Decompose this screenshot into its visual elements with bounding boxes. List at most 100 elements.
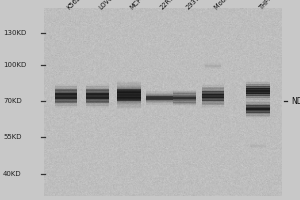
Bar <box>117 101 141 102</box>
Bar <box>146 102 172 103</box>
Bar <box>55 98 77 99</box>
Bar <box>86 89 109 91</box>
Bar <box>173 96 196 97</box>
Bar <box>202 100 224 101</box>
Bar <box>246 100 270 101</box>
Bar <box>117 88 141 89</box>
Bar <box>86 90 109 91</box>
Text: THP-1: THP-1 <box>258 0 276 10</box>
Bar <box>86 94 109 95</box>
Bar <box>146 99 172 100</box>
Bar <box>55 88 77 89</box>
Bar <box>246 86 270 87</box>
Bar <box>86 92 109 93</box>
Bar <box>55 84 77 85</box>
Bar <box>86 86 109 87</box>
Bar <box>55 93 77 94</box>
Bar <box>86 105 109 106</box>
Bar <box>202 84 224 86</box>
Bar <box>44 8 282 196</box>
Bar <box>117 100 141 101</box>
Bar <box>246 95 270 96</box>
Bar <box>117 98 141 100</box>
Bar <box>202 103 224 104</box>
Bar <box>205 65 221 66</box>
Bar <box>202 87 224 89</box>
Bar <box>246 102 270 103</box>
Bar <box>86 84 109 85</box>
Bar <box>86 101 109 102</box>
Bar <box>55 106 77 107</box>
Bar <box>173 98 196 99</box>
Bar <box>202 91 224 92</box>
Bar <box>250 148 266 149</box>
Bar <box>173 103 196 104</box>
Bar <box>55 96 77 97</box>
Bar <box>246 101 270 102</box>
Bar <box>250 145 266 146</box>
Bar <box>173 95 196 96</box>
Bar <box>146 97 172 98</box>
Bar <box>86 93 109 95</box>
Bar <box>117 94 141 95</box>
Bar <box>173 92 196 93</box>
Text: 70KD: 70KD <box>3 98 22 104</box>
Bar <box>86 89 109 90</box>
Bar <box>205 64 221 65</box>
Bar <box>86 98 109 99</box>
Bar <box>86 105 109 106</box>
Bar <box>246 103 270 104</box>
Bar <box>146 97 172 98</box>
Bar <box>246 99 270 100</box>
Bar <box>250 148 266 149</box>
Bar <box>146 92 172 93</box>
Bar <box>246 93 270 94</box>
Bar <box>173 92 196 93</box>
Bar <box>202 91 224 92</box>
Bar <box>246 109 270 110</box>
Bar <box>246 116 270 117</box>
Bar <box>146 91 172 92</box>
Bar <box>173 101 196 102</box>
Bar <box>173 91 196 92</box>
Bar <box>250 144 266 145</box>
Bar <box>246 93 270 94</box>
Text: K562: K562 <box>66 0 82 10</box>
Bar <box>246 112 270 113</box>
Bar <box>246 97 270 98</box>
Bar <box>250 143 266 144</box>
Bar <box>173 104 196 105</box>
Bar <box>202 90 224 91</box>
Bar <box>173 93 196 94</box>
Bar <box>246 108 270 109</box>
Bar <box>146 98 172 99</box>
Bar <box>86 86 109 87</box>
Bar <box>246 91 270 92</box>
Bar <box>246 89 270 90</box>
Bar <box>117 103 141 104</box>
Bar <box>246 81 270 82</box>
Bar <box>55 105 77 106</box>
Bar <box>117 91 141 93</box>
Bar <box>146 94 172 95</box>
Text: LOVO: LOVO <box>98 0 115 10</box>
Bar <box>146 98 172 99</box>
Bar <box>246 106 270 107</box>
Bar <box>55 89 77 90</box>
Bar <box>246 105 270 106</box>
Bar <box>246 82 270 83</box>
Bar <box>202 97 224 98</box>
Bar <box>146 99 172 100</box>
Bar <box>86 97 109 98</box>
Bar <box>117 97 141 98</box>
Bar <box>146 100 172 101</box>
Text: Mouse testis: Mouse testis <box>213 0 247 10</box>
Bar <box>117 107 141 109</box>
Bar <box>173 100 196 101</box>
Bar <box>173 103 196 104</box>
Text: NDC80: NDC80 <box>291 97 300 106</box>
Bar <box>202 99 224 100</box>
Bar <box>86 101 109 103</box>
Bar <box>117 82 141 84</box>
Bar <box>86 91 109 92</box>
